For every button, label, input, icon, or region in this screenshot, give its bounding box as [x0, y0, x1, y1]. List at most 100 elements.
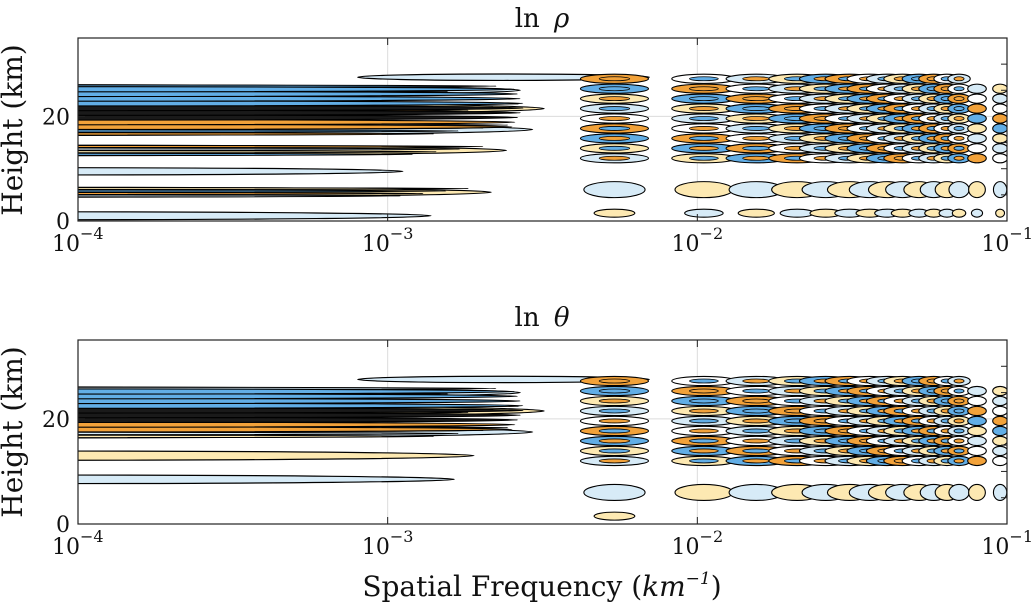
contour-cell	[992, 133, 1007, 144]
contour-cell	[992, 415, 1007, 427]
x-tick-base: 10	[362, 535, 390, 560]
contour-layer	[78, 407, 524, 414]
contour-cell	[742, 145, 771, 151]
contour-cell	[967, 405, 987, 417]
contour-cell	[967, 385, 987, 397]
contour-cell	[598, 76, 631, 82]
contour-layer	[357, 375, 650, 384]
contour-cell	[689, 398, 719, 404]
title-var: θ	[554, 303, 570, 333]
contour-cell	[992, 425, 1007, 437]
contour-cell	[583, 483, 646, 502]
contour-cell	[953, 76, 965, 82]
contour-layer	[357, 73, 650, 82]
contour-cell	[967, 153, 987, 164]
contour-cell	[598, 398, 631, 404]
y-tick-label: 0	[56, 210, 70, 235]
contour-cell	[967, 435, 987, 447]
x-tick-label: 10−2	[672, 224, 724, 257]
axes-frame	[77, 339, 1008, 525]
contour-layer	[78, 194, 401, 198]
contour-cell	[953, 106, 965, 111]
contour-cell	[953, 408, 965, 414]
contour-layer	[78, 388, 515, 395]
contour-cell	[953, 418, 965, 424]
x-axis-label-close: )	[711, 570, 722, 603]
title-var: ρ	[553, 4, 570, 34]
contour-cell	[992, 113, 1007, 124]
contour-layer	[78, 144, 484, 149]
contour-layer	[78, 393, 518, 400]
contour-cell	[689, 126, 719, 131]
x-axis-label: Spatial Frequency (km−1)	[362, 569, 721, 603]
contour-cell	[967, 133, 987, 144]
panel-title: ln θ	[515, 303, 570, 333]
contour-layer	[78, 474, 455, 485]
x-tick-base: 10	[362, 232, 390, 257]
contour-cell	[742, 398, 771, 404]
contour-layer	[78, 167, 404, 176]
contour-cell	[598, 96, 631, 102]
contour-cell	[674, 181, 734, 199]
title-fn: ln	[515, 4, 540, 34]
panel-ln-theta: ln θ 10−4 10−3 10−2 10−1 020 Height (km) Sp…	[0, 303, 1033, 603]
contour-cell	[689, 155, 719, 161]
axes-frame	[77, 37, 1008, 222]
contour-cell	[742, 418, 771, 424]
contour-cell	[742, 126, 771, 131]
contour-cell	[598, 408, 631, 414]
contour-cell	[992, 103, 1007, 114]
contour-cell	[593, 208, 636, 218]
contour-cell	[689, 135, 719, 141]
contour-cell	[598, 448, 631, 454]
contour-cell	[684, 208, 724, 218]
contour-cell	[593, 511, 636, 521]
contour-cell	[967, 425, 987, 437]
contour-layer	[78, 95, 521, 102]
contour-layer	[78, 104, 524, 112]
contour-cell	[992, 455, 1007, 467]
contour-cell	[689, 428, 719, 434]
x-tick-exp: −2	[700, 224, 724, 243]
x-tick-exp: −3	[390, 527, 414, 546]
contour-cell	[995, 208, 1006, 218]
contour-cell	[598, 428, 631, 434]
tick-marks	[77, 340, 1008, 525]
x-tick-exp: −1	[1009, 527, 1033, 546]
contour-cell	[598, 418, 631, 424]
contour-layer	[78, 397, 521, 405]
contour-cell	[689, 145, 719, 151]
contour-cell	[992, 83, 1007, 94]
contour-layer	[78, 119, 516, 126]
contour-cell	[742, 86, 771, 92]
contour-cell	[967, 103, 987, 114]
contour-layer	[78, 150, 437, 154]
contour-cell	[598, 116, 631, 121]
contour-cell	[992, 123, 1007, 134]
contour-cell	[689, 458, 719, 464]
contour-layer	[78, 412, 521, 419]
contour-layer	[78, 211, 432, 221]
x-axis-label-text: Spatial Frequency (	[362, 570, 642, 603]
contour-cell	[598, 126, 631, 131]
contour-cell	[992, 93, 1007, 104]
x-tick-exp: −2	[700, 527, 724, 546]
contour-layer	[78, 109, 521, 116]
contour-cell	[953, 378, 965, 384]
contour-cell	[689, 378, 719, 384]
contour-cell	[689, 106, 719, 111]
y-tick-label: 0	[56, 513, 70, 538]
y-axis-label: Height (km)	[0, 44, 29, 215]
contour-cell	[674, 483, 734, 502]
contour-cell	[598, 388, 631, 394]
panel-ln-rho: ln ρ 10−4 10−3 10−2 10−1 020 Height (km)	[0, 4, 1033, 257]
contour-cell	[737, 208, 775, 218]
contour-cell	[967, 113, 987, 124]
contour-cell	[779, 208, 815, 218]
contour-cell	[953, 448, 965, 454]
contour-cell	[992, 405, 1007, 417]
x-tick-base: 10	[981, 535, 1009, 560]
contour-cell	[689, 86, 719, 92]
title-fn: ln	[515, 303, 540, 333]
